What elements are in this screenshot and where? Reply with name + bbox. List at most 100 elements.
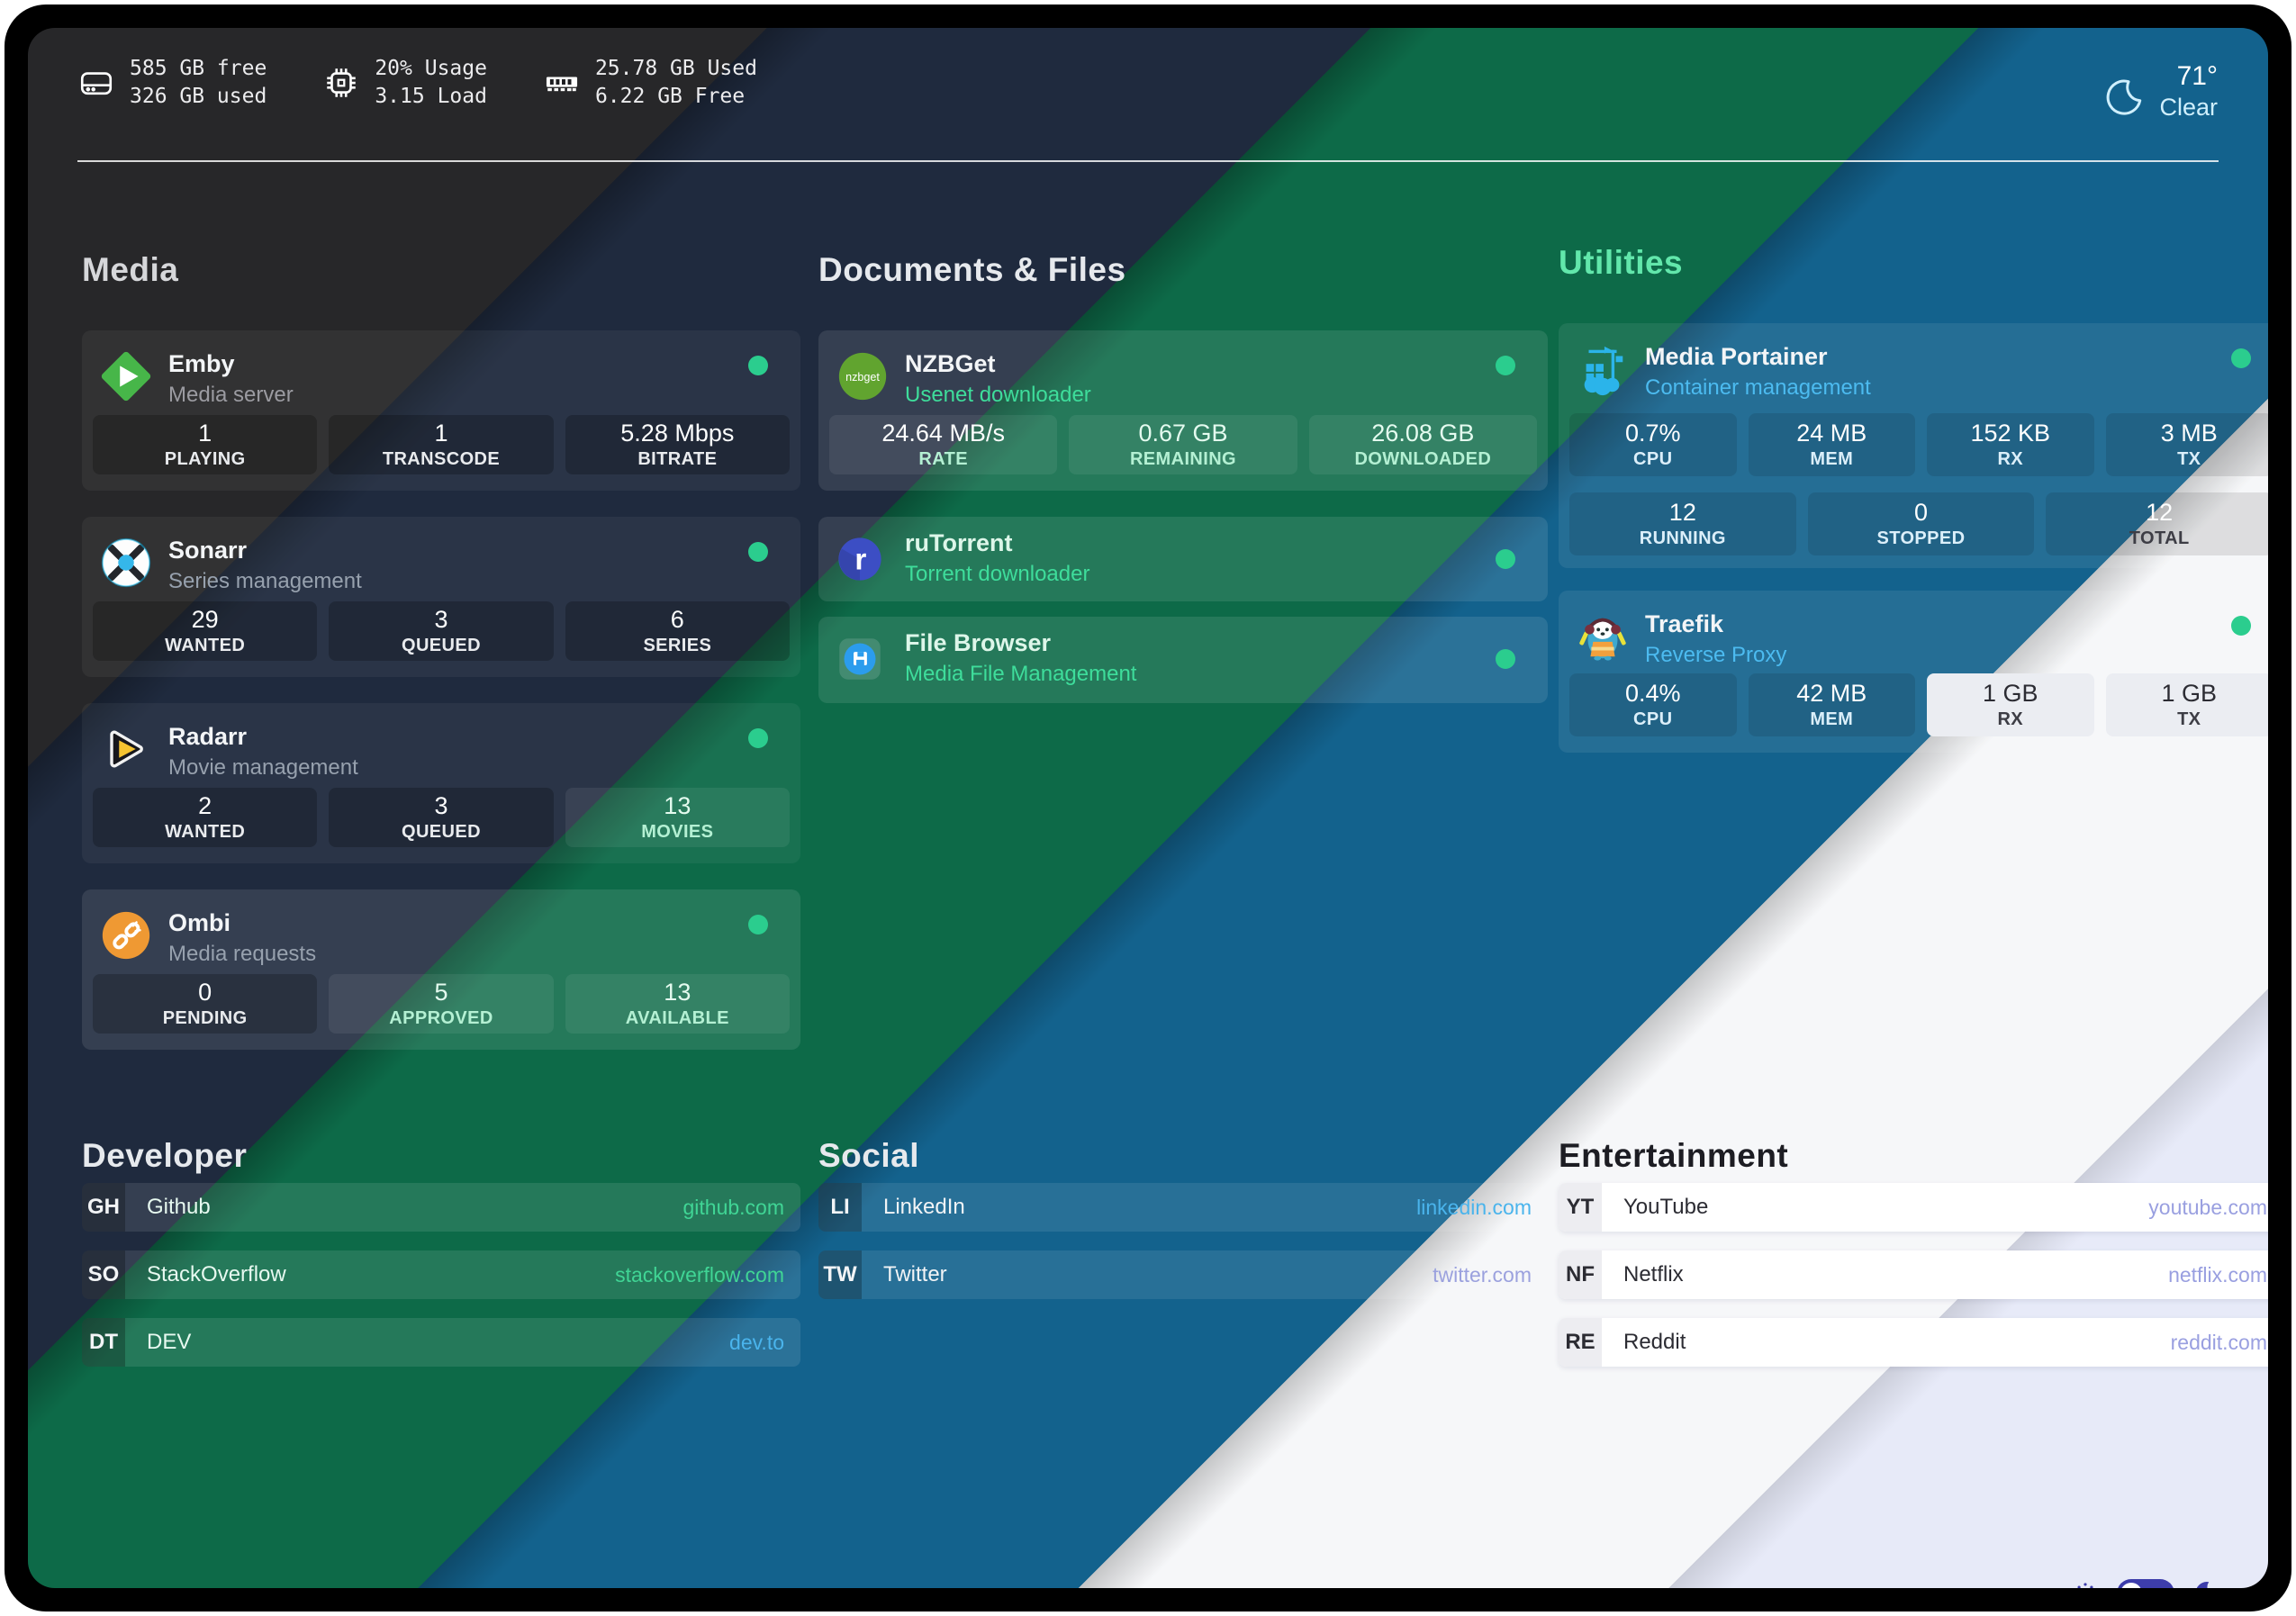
- bookmark-twitter[interactable]: TW Twitter twitter.com: [818, 1250, 1548, 1299]
- stat-label: TX: [2177, 709, 2201, 729]
- sun-icon[interactable]: [2070, 1578, 2101, 1588]
- group-header-documents-files: Documents & Files: [818, 251, 1126, 288]
- radarr-icon: [98, 721, 154, 777]
- group-header-entertainment: Entertainment: [1559, 1137, 1789, 1174]
- portainer-icon: [1575, 341, 1631, 397]
- stat-label: TX: [2177, 448, 2201, 469]
- stat-label: BITRATE: [637, 448, 718, 469]
- stat-box: 0.7% CPU: [1569, 413, 1737, 476]
- weather-temperature: 71°: [2176, 61, 2218, 91]
- stat-box: 3 QUEUED: [329, 788, 554, 847]
- stat-value: 24.64 MB/s: [881, 419, 1005, 447]
- stat-box: 5.28 Mbps BITRATE: [565, 415, 790, 474]
- stat-label: MEM: [1810, 709, 1854, 729]
- service-description: Media server: [168, 383, 294, 407]
- bookmark-abbreviation: DT: [82, 1318, 125, 1367]
- stat-value: 152 KB: [1970, 419, 2051, 447]
- moon-icon[interactable]: [2191, 1578, 2221, 1588]
- service-description: Container management: [1645, 375, 1871, 400]
- resource-widget: 585 GB free 326 GB used: [77, 55, 267, 111]
- bookmark-dev[interactable]: DT DEV dev.to: [82, 1318, 800, 1367]
- resource-widget: 20% Usage 3.15 Load: [322, 55, 487, 111]
- stat-value: 0: [1913, 498, 1928, 526]
- screenshot-frame: 585 GB free 326 GB used 20% Usage 3.15 Lo…: [5, 5, 2291, 1611]
- bookmark-abbreviation: YT: [1559, 1183, 1602, 1232]
- weather-widget[interactable]: 71° Clear: [2102, 60, 2218, 122]
- stat-box: 29 WANTED: [93, 601, 318, 661]
- service-description: Reverse Proxy: [1645, 643, 1787, 667]
- stat-value: 1 GB: [1982, 679, 2038, 707]
- service-description: Usenet downloader: [905, 383, 1091, 407]
- service-title: ruTorrent: [905, 529, 1013, 556]
- bookmark-abbreviation: NF: [1559, 1250, 1602, 1299]
- stat-label: AVAILABLE: [625, 1007, 729, 1028]
- stat-value: 12: [1668, 498, 1696, 526]
- stat-value: 1 GB: [2161, 679, 2218, 707]
- bookmark-url: linkedin.com: [1416, 1195, 1532, 1219]
- stat-box: 24 MB MEM: [1748, 413, 1915, 476]
- stat-label: CPU: [1633, 448, 1673, 469]
- group-header-social: Social: [818, 1137, 919, 1174]
- theme-controls: [2070, 1578, 2221, 1588]
- memory-icon: [543, 64, 581, 102]
- bookmark-url: reddit.com: [2170, 1330, 2267, 1354]
- header-divider: [77, 160, 2219, 162]
- stat-value: 0.67 GB: [1138, 419, 1228, 447]
- service-card-sonarr[interactable]: Sonarr Series management 29 WANTED 3 QUEUED 6 S…: [82, 517, 800, 677]
- stat-box: 13 MOVIES: [565, 788, 790, 847]
- stat-box: 0 STOPPED: [1807, 492, 2035, 555]
- stat-box: 24.64 MB/s RATE: [829, 415, 1058, 474]
- stat-value: 5: [434, 978, 448, 1006]
- stat-box: 152 KB RX: [1927, 413, 2094, 476]
- bookmark-youtube[interactable]: YT YouTube youtube.com: [1559, 1183, 2268, 1232]
- service-title: File Browser: [905, 629, 1052, 656]
- stat-label: WANTED: [165, 635, 246, 655]
- service-description: Series management: [168, 569, 362, 593]
- bookmark-netflix[interactable]: NF Netflix netflix.com: [1559, 1250, 2268, 1299]
- bookmark-stackoverflow[interactable]: SO StackOverflow stackoverflow.com: [82, 1250, 800, 1299]
- service-title: Sonarr: [168, 537, 248, 564]
- resource-widget: 25.78 GB Used 6.22 GB Free: [543, 55, 757, 111]
- bookmark-linkedin[interactable]: LI LinkedIn linkedin.com: [818, 1183, 1548, 1232]
- weather-condition: Clear: [2159, 94, 2218, 121]
- stat-label: MOVIES: [641, 821, 714, 842]
- service-card-media-portainer[interactable]: Media Portainer Container management 0.7% C…: [1559, 323, 2268, 568]
- status-dot-online: [748, 542, 768, 562]
- service-card-nzbget[interactable]: nzbget NZBGet Usenet downloader 24.64 MB/s R…: [818, 330, 1548, 491]
- stat-label: TOTAL: [2129, 528, 2190, 548]
- toggle-knob: [2120, 1583, 2142, 1588]
- bookmark-github[interactable]: GH Github github.com: [82, 1183, 800, 1232]
- service-card-ombi[interactable]: Ombi Media requests 0 PENDING 5 APPROVED 13 AVA…: [82, 889, 800, 1050]
- status-dot-online: [1496, 649, 1515, 669]
- bookmark-name: Reddit: [1623, 1330, 1686, 1354]
- service-card-rutorrent[interactable]: r ruTorrent Torrent downloader: [818, 517, 1548, 601]
- disk-icon: [77, 64, 115, 102]
- service-description: Movie management: [168, 755, 358, 780]
- stat-value: 6: [670, 605, 684, 633]
- stat-box: 1 TRANSCODE: [329, 415, 554, 474]
- stat-value: 24 MB: [1796, 419, 1867, 447]
- stat-box: 1 GB RX: [1927, 673, 2094, 736]
- stat-box: 0.67 GB REMAINING: [1069, 415, 1297, 474]
- service-card-file-browser[interactable]: File Browser Media File Management: [818, 617, 1548, 703]
- stat-value: 29: [191, 605, 219, 633]
- stat-box: 1 GB TX: [2105, 673, 2268, 736]
- stat-value: 42 MB: [1796, 679, 1867, 707]
- stat-label: RATE: [918, 448, 968, 469]
- stat-label: QUEUED: [402, 821, 481, 842]
- service-card-traefik[interactable]: Traefik Reverse Proxy 0.4% CPU 42 MB MEM 1 GB R…: [1559, 591, 2268, 753]
- theme-toggle[interactable]: [2117, 1579, 2174, 1588]
- stat-value: 1: [434, 419, 448, 447]
- service-card-emby[interactable]: Emby Media server 1 PLAYING 1 TRANSCODE 5.28 M…: [82, 330, 800, 491]
- group-header-developer: Developer: [82, 1137, 248, 1174]
- bookmark-name: Netflix: [1623, 1262, 1684, 1286]
- status-dot-online: [1496, 549, 1515, 569]
- status-dot-online: [748, 356, 768, 375]
- stat-label: DOWNLOADED: [1354, 448, 1492, 469]
- stat-value: 3: [434, 605, 448, 633]
- bookmark-url: twitter.com: [1433, 1262, 1532, 1286]
- service-card-radarr[interactable]: Radarr Movie management 2 WANTED 3 QUEUED 13 MO…: [82, 703, 800, 863]
- bookmark-reddit[interactable]: RE Reddit reddit.com: [1559, 1318, 2268, 1367]
- stat-box: 26.08 GB DOWNLOADED: [1308, 415, 1537, 474]
- bookmark-url: netflix.com: [2168, 1262, 2267, 1286]
